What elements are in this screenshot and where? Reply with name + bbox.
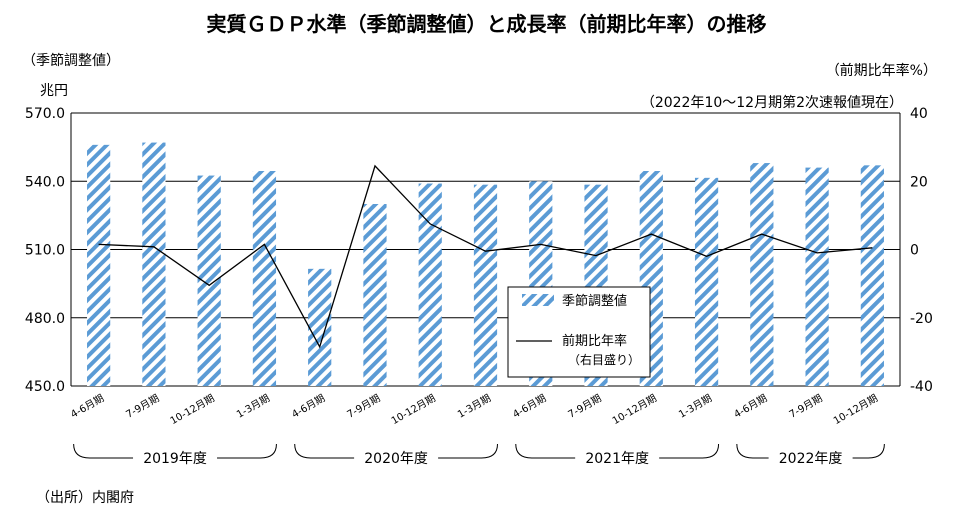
legend-bar-swatch xyxy=(522,294,554,306)
fiscal-year-bracket xyxy=(73,443,277,459)
x-tick-label: 7-9月期 xyxy=(124,392,161,421)
x-tick-label: 10-12月期 xyxy=(389,392,437,427)
y-left-tick-label: 570.0 xyxy=(25,106,65,122)
y-left-tick-label: 450.0 xyxy=(25,379,65,395)
fiscal-year-bracket xyxy=(515,443,720,459)
legend-bar-label: 季節調整値 xyxy=(562,293,627,309)
fiscal-year-label: 2020年度 xyxy=(364,451,428,467)
bar xyxy=(252,171,277,386)
y-right-tick-label: -20 xyxy=(910,311,933,327)
x-tick-label: 1-3月期 xyxy=(234,392,271,421)
x-tick-label: 7-9月期 xyxy=(787,392,824,421)
x-tick-label: 4-6月期 xyxy=(732,392,769,421)
y-left-tick-label: 480.0 xyxy=(25,311,65,327)
x-tick-label: 1-3月期 xyxy=(456,392,493,421)
y-left-tick-label: 510.0 xyxy=(25,243,65,259)
bar xyxy=(363,204,387,386)
fiscal-year-label: 2021年度 xyxy=(585,451,649,467)
x-tick-label: 10-12月期 xyxy=(168,392,216,427)
source-note: （出所）内閣府 xyxy=(36,490,134,506)
y-right-tick-label: 0 xyxy=(910,243,919,259)
bar xyxy=(805,167,829,386)
x-tick-label: 7-9月期 xyxy=(345,392,382,421)
x-tick-label: 1-3月期 xyxy=(677,392,714,421)
x-tick-label: 4-6月期 xyxy=(290,392,327,421)
x-tick-label: 10-12月期 xyxy=(610,392,658,427)
x-tick-label: 10-12月期 xyxy=(831,392,879,427)
bar xyxy=(473,184,498,386)
data-note: （2022年10～12月期第2次速報値現在） xyxy=(640,95,903,111)
bar xyxy=(197,175,221,386)
x-tick-label: 7-9月期 xyxy=(566,392,603,421)
fiscal-year-label: 2022年度 xyxy=(779,451,843,467)
fiscal-year-bracket xyxy=(736,443,885,459)
bar xyxy=(142,142,166,386)
fiscal-year-label: 2019年度 xyxy=(143,451,207,467)
legend-line-label: 前期比年率 xyxy=(562,333,627,349)
bar xyxy=(750,163,774,386)
left-axis-label: （季節調整値） xyxy=(22,53,120,69)
growth-rate-line xyxy=(98,164,873,349)
x-tick-label: 4-6月期 xyxy=(511,392,548,421)
bar xyxy=(418,183,442,386)
bar xyxy=(860,165,884,386)
y-right-tick-label: 20 xyxy=(910,174,928,190)
legend-line-sublabel: （右目盛り） xyxy=(568,352,640,367)
right-axis-label: （前期比年率%） xyxy=(825,63,937,79)
x-tick-label: 4-6月期 xyxy=(69,392,106,421)
y-left-tick-label: 540.0 xyxy=(25,174,65,190)
chart-title: 実質ＧＤＰ水準（季節調整値）と成長率（前期比年率）の推移 xyxy=(206,12,767,36)
bar xyxy=(308,268,332,386)
bar xyxy=(87,144,111,386)
y-right-tick-label: 40 xyxy=(910,106,928,122)
bar xyxy=(694,177,719,386)
fiscal-year-bracket xyxy=(294,443,498,459)
left-axis-unit: 兆円 xyxy=(40,83,68,99)
y-right-tick-label: -40 xyxy=(910,379,933,395)
